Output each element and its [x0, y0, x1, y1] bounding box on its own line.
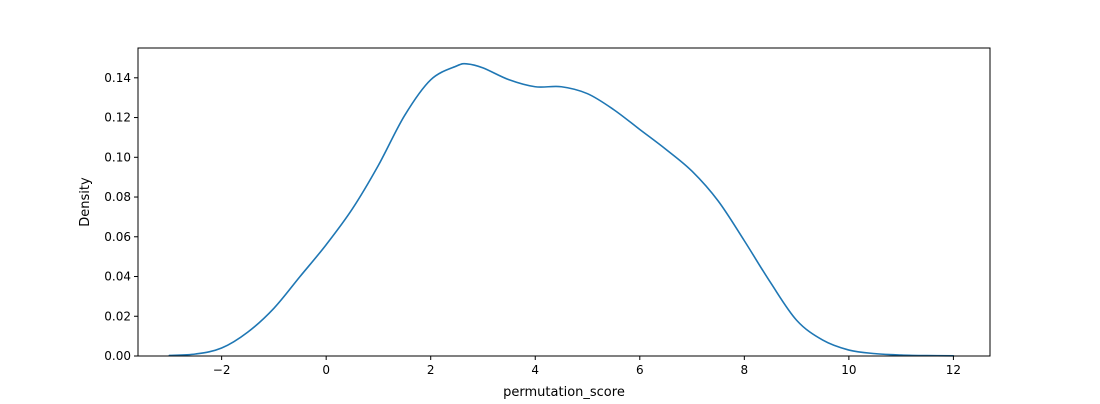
x-axis: −2 0 2 4 6 8 10 12 [213, 356, 961, 377]
x-tick-label: 8 [741, 363, 749, 377]
x-tick-label: 12 [946, 363, 961, 377]
y-tick-label: 0.06 [104, 230, 131, 244]
y-tick-label: 0.04 [104, 270, 131, 284]
x-tick-label: 0 [322, 363, 330, 377]
y-axis: 0.00 0.02 0.04 0.06 0.08 0.10 0.12 0.14 [104, 71, 138, 363]
y-tick-label: 0.10 [104, 150, 131, 164]
plot-area [168, 62, 955, 357]
y-tick-label: 0.14 [104, 71, 131, 85]
x-tick-label: 6 [636, 363, 644, 377]
y-tick-label: 0.00 [104, 349, 131, 363]
x-tick-label: 10 [841, 363, 856, 377]
y-tick-label: 0.08 [104, 190, 131, 204]
y-tick-label: 0.02 [104, 309, 131, 323]
x-axis-label: permutation_score [503, 385, 625, 400]
y-axis-label: Density [78, 177, 93, 227]
y-tick-label: 0.12 [104, 111, 131, 125]
x-tick-label: 2 [427, 363, 435, 377]
x-tick-label: 4 [531, 363, 539, 377]
axes-frame [137, 47, 991, 357]
density-curve-series-0 [168, 62, 955, 357]
x-tick-label: −2 [213, 363, 231, 377]
